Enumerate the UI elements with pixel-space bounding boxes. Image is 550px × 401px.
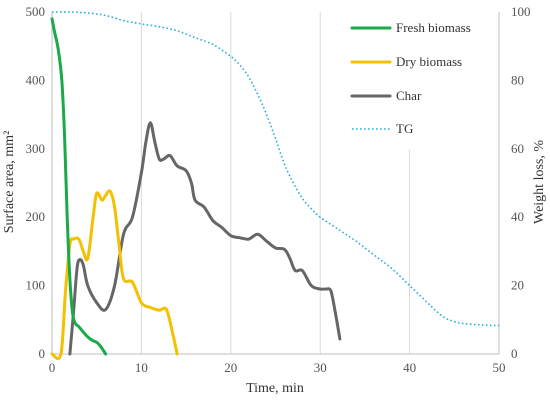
- y-left-tick-label: 200: [26, 209, 46, 224]
- series-line-fresh-biomass: [50, 17, 108, 356]
- y-axis-right-label: Weight loss, %: [532, 140, 547, 224]
- y-right-tick-label: 20: [511, 278, 524, 293]
- y-right-tick-label: 80: [511, 72, 524, 87]
- x-tick-label: 50: [493, 360, 506, 375]
- x-axis-label: Time, min: [246, 381, 304, 396]
- series-line-char: [68, 121, 342, 356]
- legend-background: [340, 10, 498, 150]
- legend: Fresh biomass Dry biomass Char TG: [340, 10, 498, 150]
- legend-label-char: Char: [396, 88, 422, 103]
- legend-label-dry-biomass: Dry biomass: [396, 54, 462, 69]
- y-right-tick-label: 0: [511, 346, 518, 361]
- x-tick-label: 10: [135, 360, 148, 375]
- y-right-tick-label: 40: [511, 209, 524, 224]
- y-left-tick-label: 300: [26, 141, 46, 156]
- y-left-tick-label: 0: [39, 346, 46, 361]
- x-tick-label: 40: [403, 360, 416, 375]
- x-tick-label: 20: [224, 360, 237, 375]
- x-tick-label: 30: [314, 360, 327, 375]
- legend-label-tg: TG: [396, 121, 413, 136]
- y-right-tick-label: 60: [511, 141, 524, 156]
- legend-label-fresh-biomass: Fresh biomass: [396, 20, 471, 35]
- series-line-dry-biomass: [50, 189, 179, 360]
- y-right-tick-label: 100: [511, 4, 531, 19]
- series-layer: [50, 11, 500, 360]
- axes: [51, 12, 500, 355]
- y-left-tick-label: 400: [26, 72, 46, 87]
- y-left-tick-label: 500: [26, 4, 46, 19]
- x-tick-label: 0: [49, 360, 56, 375]
- y-left-tick-label: 100: [26, 278, 46, 293]
- y-axis-left-label: Surface area, mm²: [2, 131, 17, 234]
- series-line-tg: [51, 11, 500, 327]
